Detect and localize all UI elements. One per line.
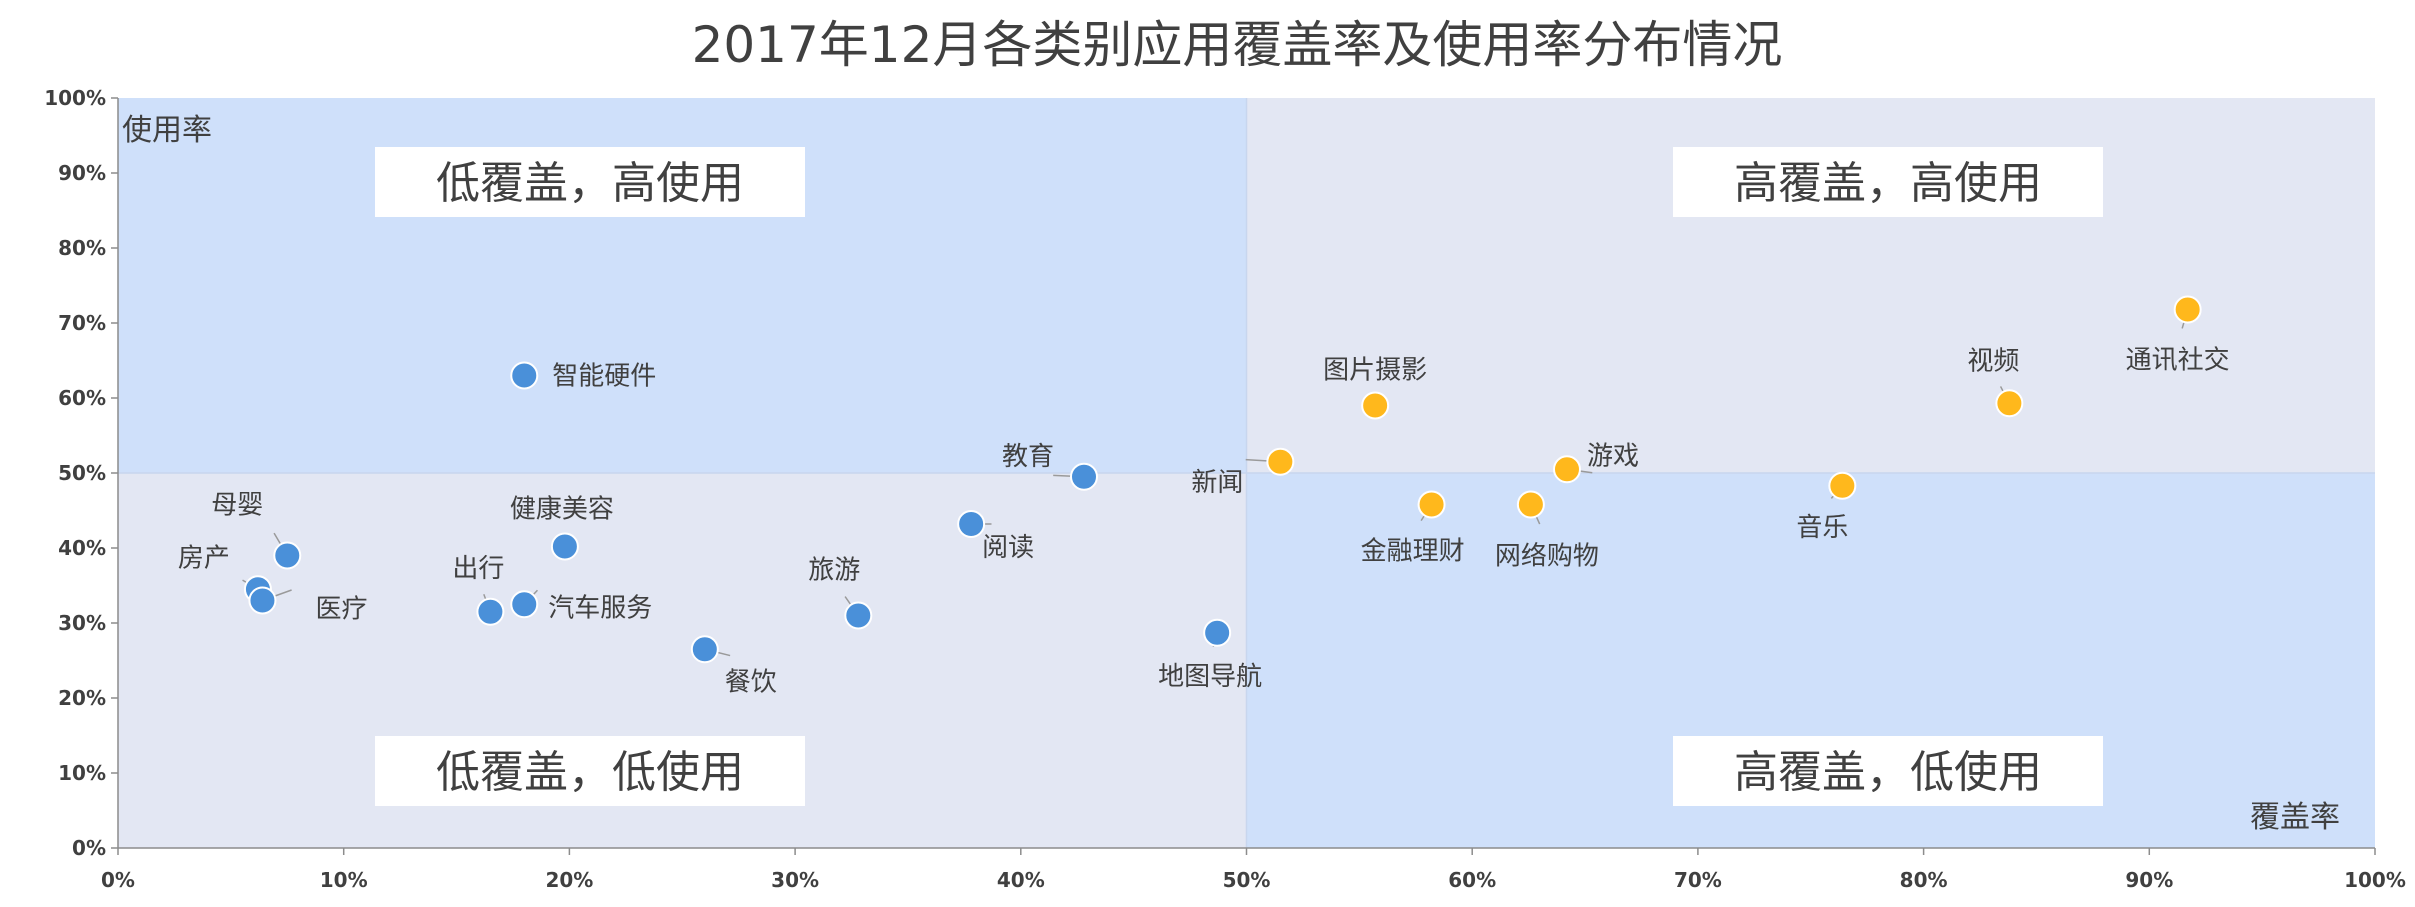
data-point-视频 xyxy=(1995,389,2024,418)
data-point-医疗 xyxy=(248,586,277,615)
data-point-母婴 xyxy=(273,541,302,570)
data-label: 游戏 xyxy=(1587,441,1639,471)
y-tick-label: 30% xyxy=(58,611,106,635)
data-label: 通讯社交 xyxy=(2126,346,2230,376)
data-point-餐饮 xyxy=(690,635,719,664)
data-label: 房产 xyxy=(178,543,230,573)
data-label: 金融理财 xyxy=(1361,537,1465,567)
y-tick-label: 100% xyxy=(44,86,106,110)
data-point-新闻 xyxy=(1266,447,1295,476)
data-point-教育 xyxy=(1069,462,1098,491)
x-tick-label: 70% xyxy=(1674,868,1722,892)
data-label: 网络购物 xyxy=(1495,542,1599,572)
x-tick-label: 100% xyxy=(2344,868,2406,892)
x-tick-label: 10% xyxy=(320,868,368,892)
y-tick-label: 80% xyxy=(58,236,106,260)
data-point-健康美容 xyxy=(550,532,579,561)
data-label: 旅游 xyxy=(808,556,860,586)
x-tick-label: 60% xyxy=(1448,868,1496,892)
data-label: 阅读 xyxy=(982,533,1034,563)
quadrant-label-top-right: 高覆盖，高使用 xyxy=(1734,158,2042,209)
axes: 0% 10% 20% 30% 40% 50% 60% 70% 80% 90% 100% 0% 10% 20… xyxy=(44,86,2406,892)
chart-title: 2017年12月各类别应用覆盖率及使用率分布情况 xyxy=(692,16,1783,74)
quadrant-label-bottom-right: 高覆盖，低使用 xyxy=(1734,747,2042,798)
x-axis-label: 覆盖率 xyxy=(2250,800,2340,835)
quadrant-label-box xyxy=(375,147,805,217)
data-label: 智能硬件 xyxy=(552,362,656,392)
data-label: 图片摄影 xyxy=(1323,356,1427,386)
data-point-旅游 xyxy=(844,601,873,630)
quadrant-label-box xyxy=(1673,147,2103,217)
y-tick-label: 90% xyxy=(58,161,106,185)
data-point-金融理财 xyxy=(1417,490,1446,519)
data-point-出行 xyxy=(476,597,505,626)
x-tick-label: 80% xyxy=(1900,868,1948,892)
quadrant-label-box xyxy=(375,736,805,806)
data-label: 母婴 xyxy=(211,491,263,521)
data-point-游戏 xyxy=(1552,455,1581,484)
data-label: 健康美容 xyxy=(510,495,614,525)
y-tick-label: 20% xyxy=(58,686,106,710)
quadrant-label-box xyxy=(1673,736,2103,806)
data-point-网络购物 xyxy=(1516,490,1545,519)
data-point-阅读 xyxy=(957,510,986,538)
data-label: 音乐 xyxy=(1796,513,1848,543)
data-label: 汽车服务 xyxy=(548,593,652,623)
data-point-地图导航 xyxy=(1203,618,1232,647)
y-tick-label: 0% xyxy=(72,836,106,860)
x-tick-label: 20% xyxy=(545,868,593,892)
y-tick-label: 40% xyxy=(58,536,106,560)
data-point-通讯社交 xyxy=(2173,295,2202,324)
y-tick-label: 10% xyxy=(58,761,106,785)
data-label: 出行 xyxy=(452,554,504,584)
data-point-汽车服务 xyxy=(510,590,539,619)
quadrant-label-bottom-left: 低覆盖，低使用 xyxy=(436,747,744,798)
data-label: 餐饮 xyxy=(725,667,777,697)
data-label: 地图导航 xyxy=(1158,662,1262,692)
data-label: 医疗 xyxy=(315,595,367,625)
data-point-音乐 xyxy=(1828,471,1857,500)
data-point-图片摄影 xyxy=(1361,391,1390,420)
x-tick-label: 30% xyxy=(771,868,819,892)
x-tick-label: 50% xyxy=(1223,868,1271,892)
x-tick-label: 0% xyxy=(101,868,135,892)
data-label: 教育 xyxy=(1002,442,1054,472)
x-tick-label: 90% xyxy=(2125,868,2173,892)
y-tick-label: 70% xyxy=(58,311,106,335)
data-label: 视频 xyxy=(1967,346,2019,376)
data-label: 新闻 xyxy=(1191,468,1243,498)
y-tick-label: 50% xyxy=(58,461,106,485)
data-point-智能硬件 xyxy=(510,361,539,390)
x-tick-label: 40% xyxy=(997,868,1045,892)
y-axis-label: 使用率 xyxy=(122,113,212,148)
y-tick-label: 60% xyxy=(58,386,106,410)
quadrant-label-top-left: 低覆盖，高使用 xyxy=(436,158,744,209)
